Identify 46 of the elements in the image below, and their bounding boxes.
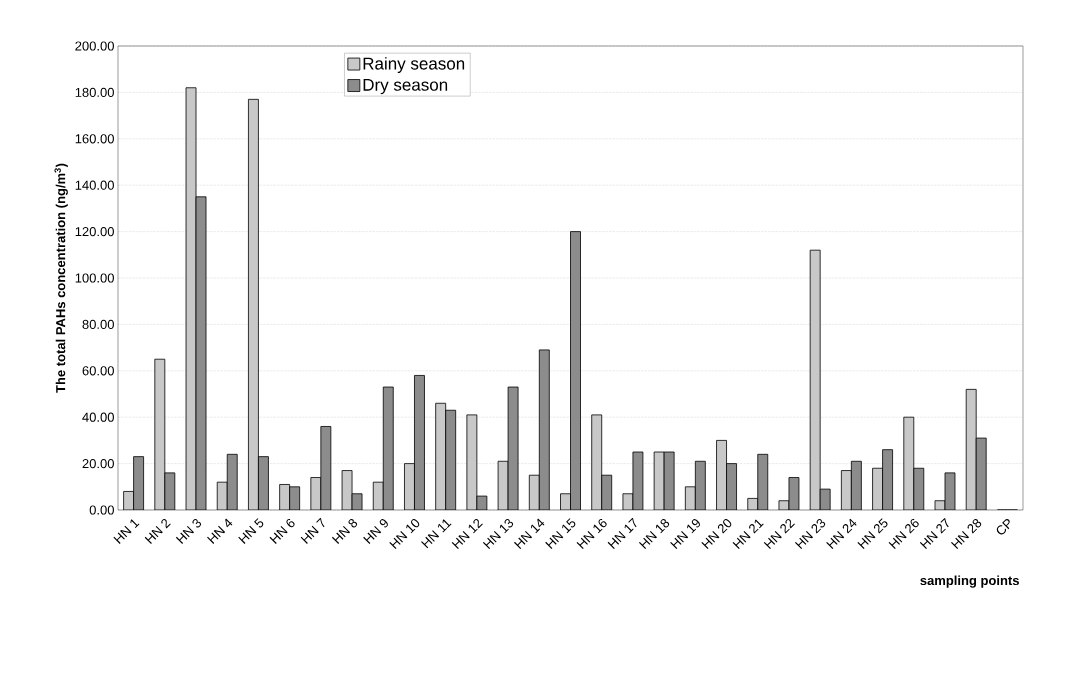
x-tick-label: HN 6 <box>269 518 295 544</box>
y-tick-label: 180.00 <box>75 87 114 97</box>
x-tick-label: HN 1 <box>113 519 140 544</box>
legend-label: Rainy season <box>363 57 465 73</box>
y-tick-label: 200.00 <box>75 41 114 51</box>
x-tick-label: HN 3 <box>175 518 202 544</box>
x-tick-label: HN 27 <box>919 517 949 550</box>
x-axis-title: sampling points <box>920 575 1019 588</box>
y-tick-label: 40.00 <box>82 412 114 422</box>
bar <box>248 98 259 510</box>
bar <box>570 231 581 510</box>
x-tick-label: HN 18 <box>638 518 670 550</box>
x-tick-label: CP <box>996 519 1010 535</box>
x-tick-label: HN 13 <box>482 518 514 550</box>
y-tick-label: 100.00 <box>75 273 114 283</box>
x-tick-label: HN 24 <box>826 518 857 550</box>
x-tick-label: HN 17 <box>607 517 637 549</box>
y-tick-label: 160.00 <box>75 134 114 144</box>
x-tick-label: HN 12 <box>451 518 483 550</box>
x-tick-label: HN 28 <box>951 518 982 550</box>
x-tick-label: HN 22 <box>763 518 795 550</box>
y-tick-label: 20.00 <box>82 459 114 469</box>
x-tick-label: HN 19 <box>670 519 700 550</box>
x-tick-label: HN 26 <box>888 518 919 550</box>
y-tick-label: 80.00 <box>82 319 114 329</box>
x-tick-label: HN 25 <box>857 518 888 550</box>
x-tick-label: HN 8 <box>331 518 358 544</box>
y-axis-title: The total PAHs concentration (ng/m$^{3}$) <box>54 163 68 393</box>
x-tick-label: HN 2 <box>144 518 171 544</box>
y-tick-label: 120.00 <box>75 226 114 237</box>
x-tick-label: HN 14 <box>514 518 545 549</box>
x-tick-label: HN 16 <box>576 518 607 550</box>
x-tick-label: HN 21 <box>732 519 764 550</box>
y-tick-label: 0.00 <box>89 505 114 515</box>
y-tick-label: 60.00 <box>82 366 114 376</box>
x-tick-label: HN 15 <box>545 518 576 549</box>
x-tick-label: HN 9 <box>363 519 388 544</box>
y-tick-label: 140.00 <box>75 180 114 190</box>
x-tick-label: HN 5 <box>238 518 264 544</box>
x-tick-label: HN 20 <box>701 519 732 550</box>
x-tick-label: HN 7 <box>300 517 325 544</box>
x-tick-label: HN 11 <box>421 519 452 549</box>
x-tick-label: HN 23 <box>794 518 826 550</box>
x-tick-label: HN 4 <box>207 518 233 544</box>
legend-label: Dry season <box>363 78 448 95</box>
x-tick-label: HN 10 <box>389 519 420 550</box>
